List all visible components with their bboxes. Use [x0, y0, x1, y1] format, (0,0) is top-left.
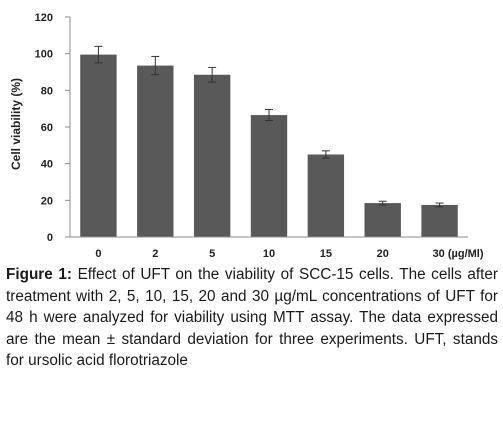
y-axis-ticks: 0 20 40 60 80 100 120 — [35, 12, 70, 244]
bar — [193, 74, 231, 237]
bar — [364, 203, 401, 237]
bar — [421, 204, 458, 237]
x-tick-label: 10 — [263, 248, 275, 260]
x-tick-label: 15 — [320, 248, 332, 260]
x-tick-label: 0 — [95, 248, 101, 260]
bar — [307, 154, 345, 237]
y-tick-label: 20 — [41, 195, 53, 207]
x-tick-label: 30 (µg/Ml) — [433, 248, 484, 260]
x-tick-label: 20 — [377, 248, 389, 260]
bar — [137, 65, 174, 237]
bar — [250, 115, 288, 237]
y-tick-label: 60 — [41, 122, 53, 134]
y-tick-label: 40 — [41, 159, 53, 171]
x-axis-ticks: 0 2 5 10 15 20 30 (µg/Ml) — [95, 248, 483, 260]
x-tick-label: 2 — [152, 248, 158, 260]
figure-caption-text: Effect of UFT on the viability of SCC-15… — [6, 266, 499, 370]
y-axis-label: Cell viability (%) — [9, 78, 23, 170]
x-tick-label: 5 — [209, 248, 215, 260]
figure-label: Figure 1: — [6, 266, 72, 283]
y-tick-label: 80 — [41, 85, 53, 97]
error-bars — [94, 45, 444, 208]
figure-caption: Figure 1: Effect of UFT on the viability… — [6, 264, 498, 372]
bars — [80, 54, 458, 238]
y-tick-label: 100 — [35, 49, 53, 61]
y-tick-label: 120 — [35, 12, 53, 24]
bar — [80, 54, 117, 238]
y-tick-label: 0 — [47, 232, 53, 244]
bar-chart: Cell viability (%) 0 20 40 60 80 100 120 0 2 5 10… — [9, 12, 484, 260]
